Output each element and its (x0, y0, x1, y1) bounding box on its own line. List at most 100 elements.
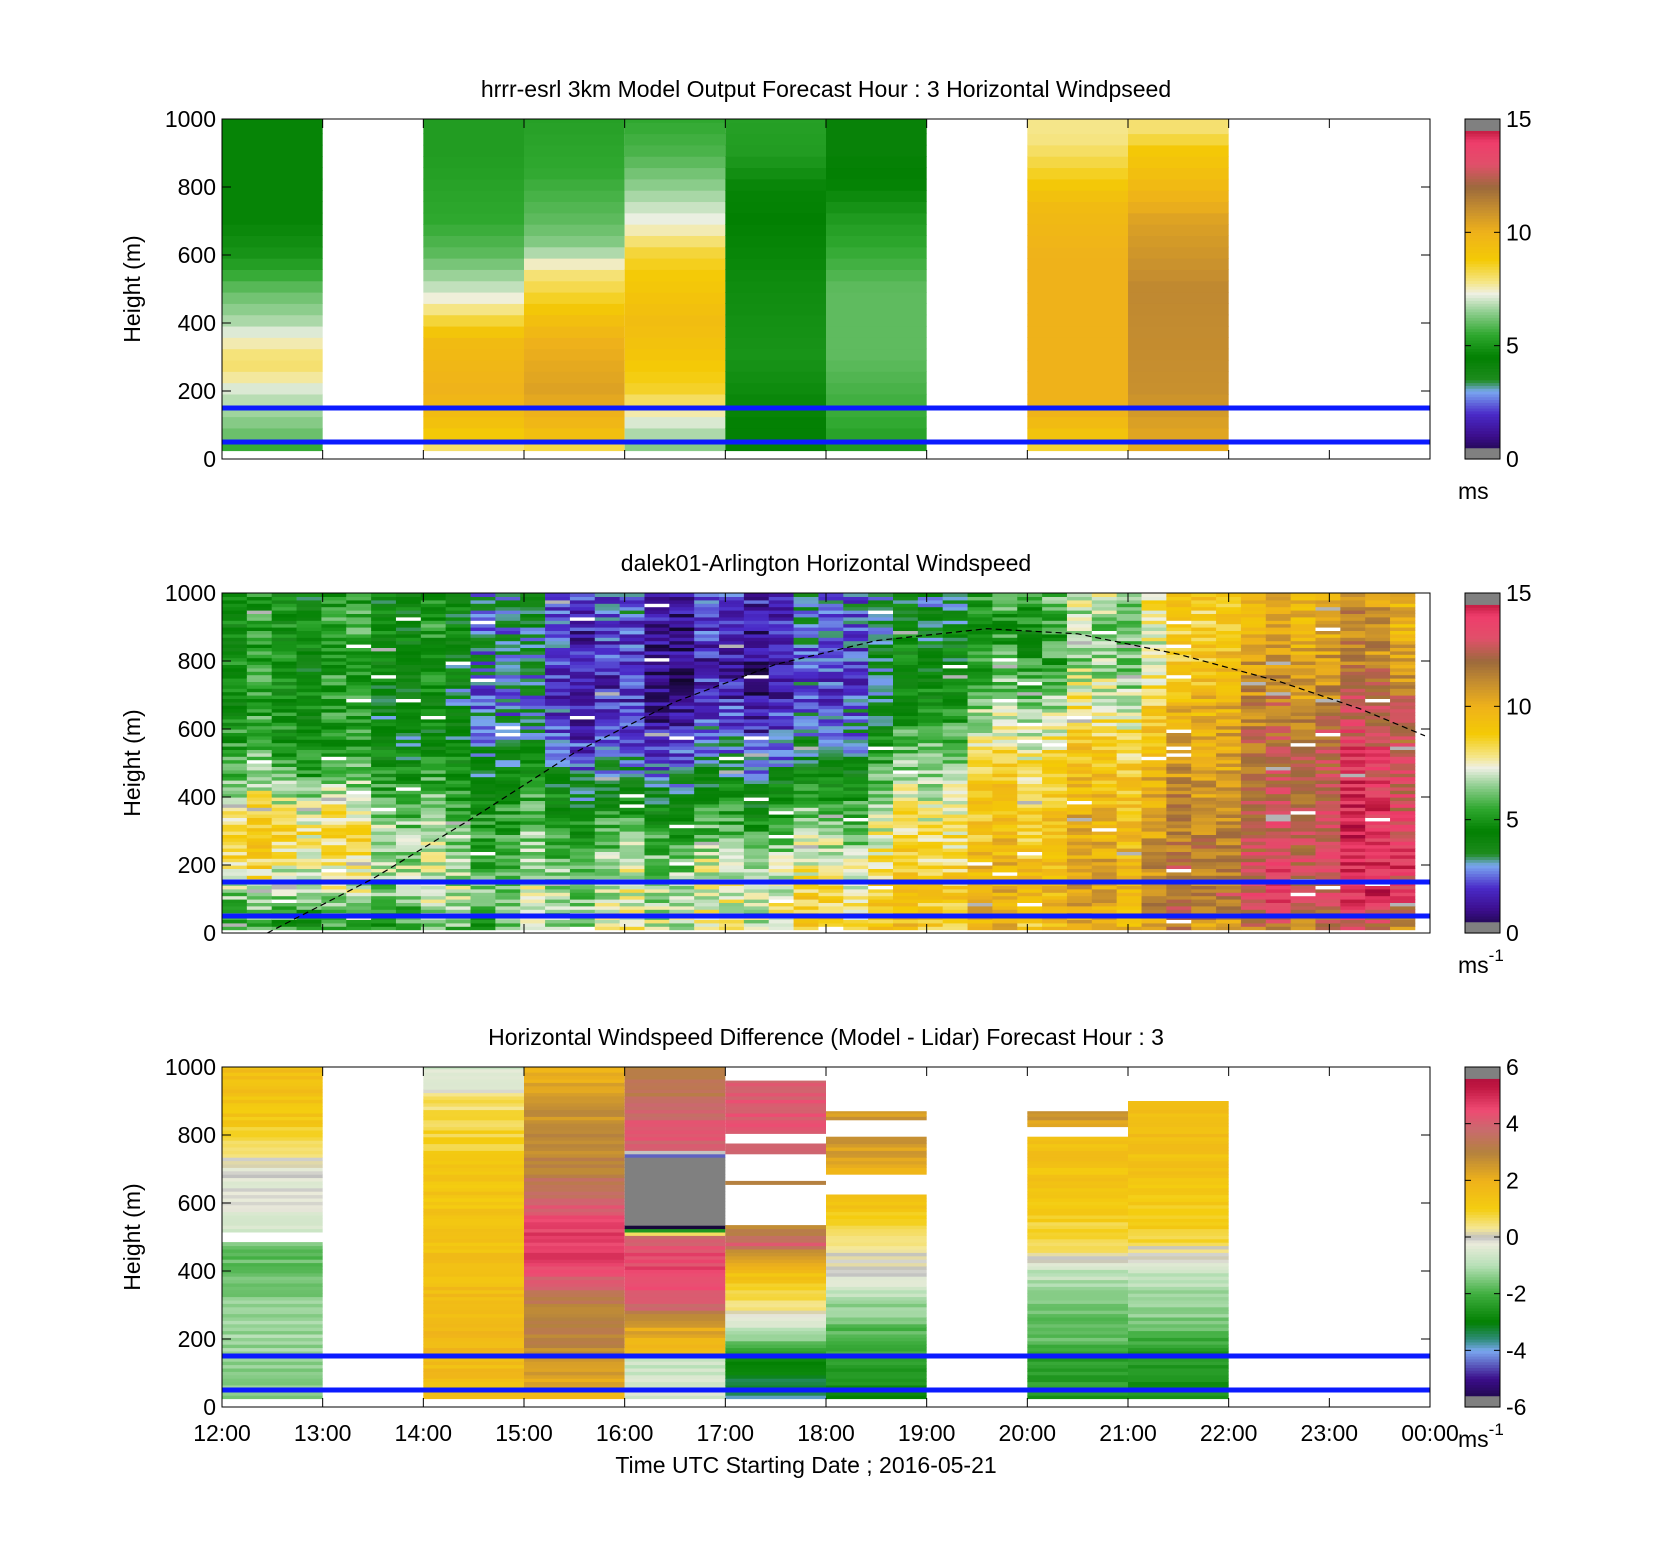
heatmap-cell (1141, 654, 1167, 659)
heatmap-cell (1017, 865, 1043, 869)
heatmap-cell (1166, 752, 1192, 757)
heatmap-cell (1091, 885, 1118, 890)
heatmap-cell (1042, 722, 1068, 727)
heatmap-cell (1066, 722, 1093, 727)
heatmap-cell (768, 664, 794, 669)
heatmap-cell (1216, 827, 1242, 832)
heatmap-cell (495, 722, 521, 727)
heatmap-cell (743, 715, 770, 720)
heatmap-cell (843, 892, 869, 897)
heatmap-cell (222, 759, 248, 764)
heatmap-cell (1091, 644, 1118, 648)
colorbar-swatch (1465, 232, 1500, 236)
heatmap-cell (893, 848, 919, 852)
heatmap-cell (1017, 841, 1043, 846)
heatmap-cell (445, 922, 471, 927)
heatmap-cell (719, 888, 745, 893)
heatmap-cell (346, 841, 372, 846)
heatmap-cell (1265, 695, 1292, 699)
heatmap-cell (1017, 613, 1043, 618)
heatmap-cell (1066, 701, 1093, 706)
heatmap-cell (818, 885, 844, 890)
heatmap-cell (271, 895, 297, 900)
heatmap-cell (644, 865, 670, 869)
heatmap-cell (843, 640, 869, 645)
heatmap-cell (743, 861, 770, 866)
heatmap-cell (1116, 715, 1142, 720)
heatmap-cell (246, 691, 273, 696)
heatmap-cell (694, 678, 720, 682)
heatmap-cell (569, 749, 596, 754)
heatmap-cell (719, 705, 745, 710)
heatmap-cell (1066, 671, 1093, 676)
heatmap-cell (843, 722, 869, 727)
heatmap-cell (644, 820, 670, 825)
heatmap-cell (423, 348, 524, 361)
heatmap-cell (1265, 725, 1292, 730)
heatmap-cell (1166, 695, 1192, 699)
heatmap-cell (395, 858, 422, 863)
heatmap-cell (644, 854, 670, 859)
heatmap-cell (246, 926, 273, 931)
heatmap-cell (992, 793, 1018, 798)
heatmap-cell (371, 902, 397, 907)
heatmap-cell (1240, 633, 1267, 638)
heatmap-cell (644, 909, 670, 914)
heatmap-cell (793, 844, 819, 849)
heatmap-cell (992, 705, 1018, 710)
heatmap-cell (868, 705, 894, 710)
heatmap-cell (793, 827, 819, 832)
heatmap-cell (545, 732, 571, 737)
heatmap-cell (222, 905, 248, 910)
heatmap-cell (1290, 742, 1316, 747)
heatmap-cell (893, 769, 919, 774)
heatmap-cell (1216, 701, 1242, 706)
heatmap-cell (495, 715, 521, 720)
heatmap-cell (1166, 616, 1192, 621)
heatmap-cell (1128, 156, 1229, 169)
heatmap-cell (1091, 640, 1118, 645)
heatmap-cell (1216, 749, 1242, 754)
heatmap-cell (624, 405, 726, 418)
heatmap-cell (1166, 902, 1192, 907)
colorbar-swatch (1465, 170, 1500, 174)
heatmap-cell (594, 691, 621, 696)
heatmap-cell (1290, 834, 1316, 839)
heatmap-cell (743, 606, 770, 611)
heatmap-cell (594, 715, 621, 720)
heatmap-cell (893, 627, 919, 631)
heatmap-cell (793, 834, 819, 839)
heatmap-cell (1340, 800, 1366, 805)
heatmap-cell (992, 708, 1018, 713)
heatmap-cell (1265, 739, 1292, 744)
heatmap-cell (569, 861, 596, 866)
heatmap-cell (1191, 800, 1217, 805)
heatmap-cell (1116, 759, 1142, 764)
heatmap-cell (594, 684, 621, 689)
heatmap-cell (296, 678, 322, 682)
colorbar-swatch (1465, 331, 1500, 335)
heatmap-cell (1042, 865, 1068, 869)
heatmap-cell (967, 623, 993, 628)
heatmap-cell (420, 722, 447, 727)
heatmap-cell (594, 888, 621, 893)
heatmap-cell (619, 885, 645, 890)
heatmap-cell (917, 854, 944, 859)
heatmap-cell (743, 854, 770, 859)
heatmap-cell (1365, 926, 1391, 931)
heatmap-cell (619, 735, 645, 740)
heatmap-cell (868, 742, 894, 747)
colorbar-swatch (1465, 419, 1500, 423)
heatmap-cell (423, 258, 524, 270)
heatmap-cell (1265, 644, 1292, 648)
heatmap-cell (222, 667, 248, 672)
heatmap-cell (1340, 722, 1366, 727)
heatmap-cell (1216, 899, 1242, 903)
heatmap-cell (1191, 888, 1217, 893)
heatmap-cell (470, 739, 496, 744)
heatmap-cell (371, 664, 397, 669)
heatmap-cell (222, 610, 248, 614)
heatmap-cell (768, 732, 794, 737)
heatmap-cell (594, 705, 621, 710)
heatmap-cell (520, 732, 546, 737)
